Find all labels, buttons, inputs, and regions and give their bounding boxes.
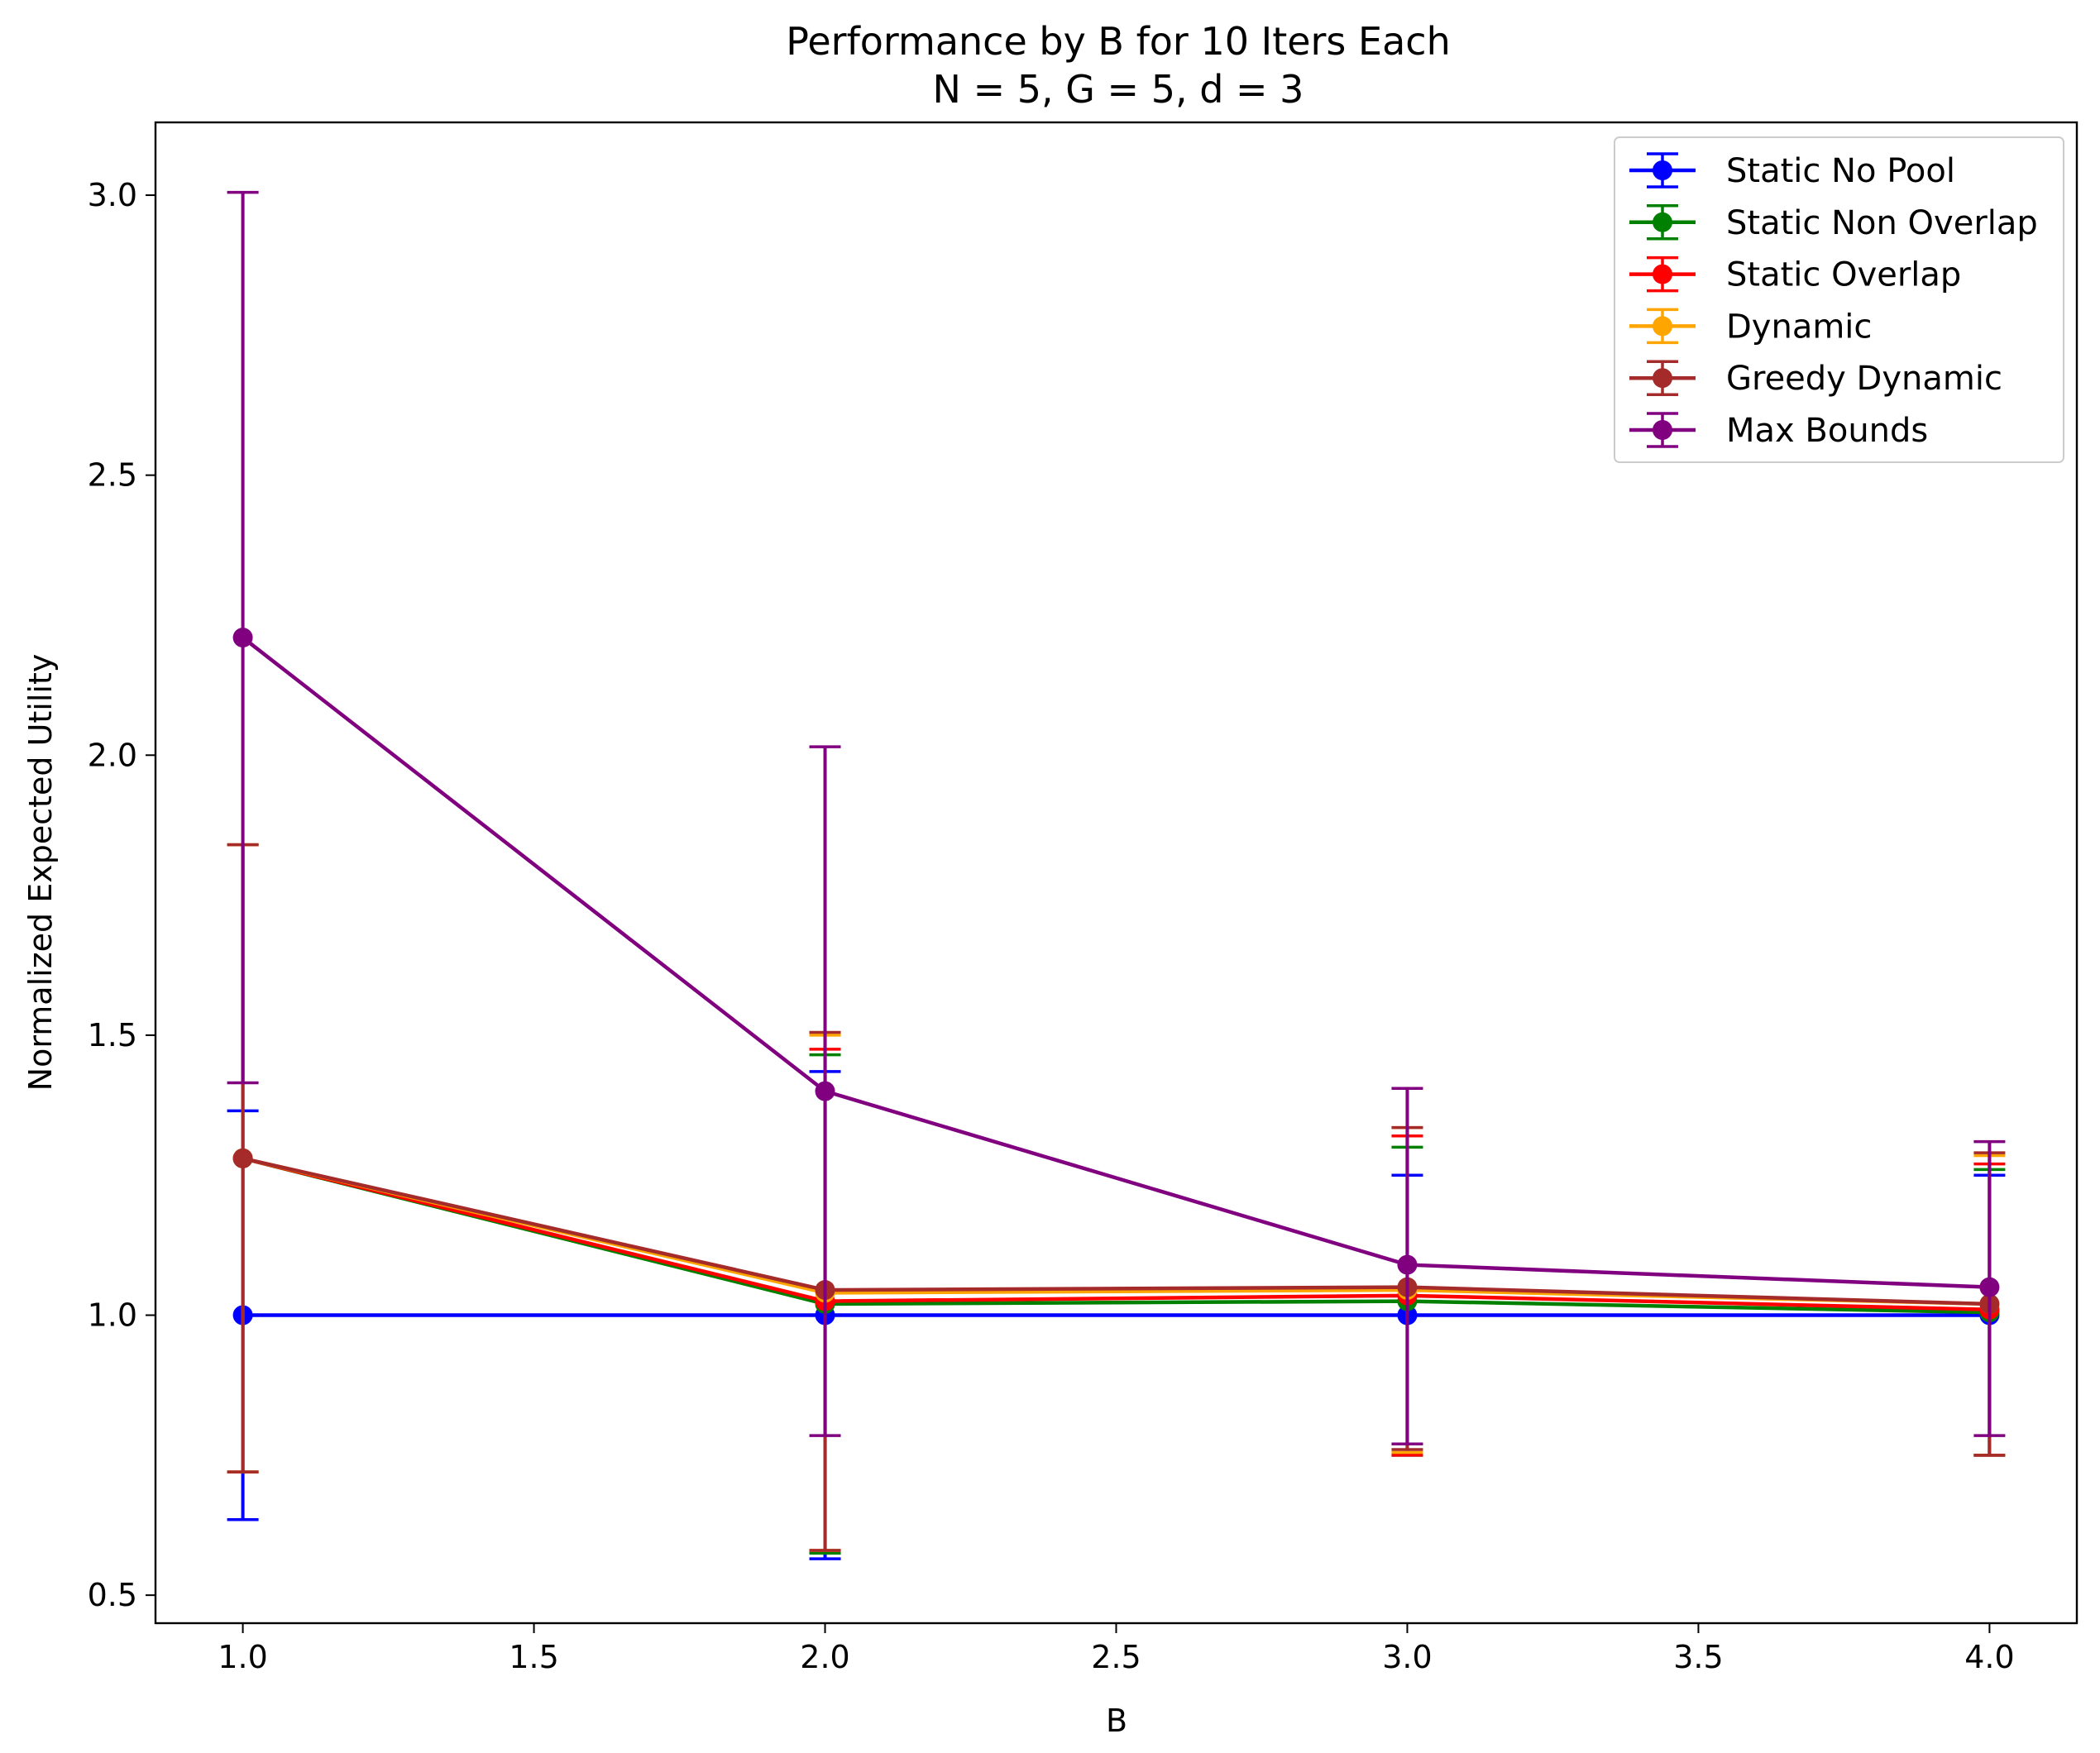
legend-swatch-marker	[1653, 368, 1672, 389]
x-tick-label: 2.5	[1091, 1639, 1141, 1675]
data-point	[1979, 1277, 2000, 1297]
legend-item: Static Overlap	[1629, 256, 1961, 294]
legend-item: Static Non Overlap	[1629, 204, 2038, 242]
y-tick-label: 1.0	[88, 1297, 137, 1334]
legend-label: Static Overlap	[1726, 256, 1961, 294]
legend-swatch-marker	[1653, 420, 1672, 440]
series-max-bounds	[227, 190, 2006, 1446]
y-tick-label: 1.5	[88, 1017, 137, 1053]
series-greedy-dynamic	[227, 843, 2006, 1552]
x-axis-label: B	[1106, 1703, 1127, 1739]
legend-label: Dynamic	[1726, 308, 1872, 346]
plot-frame	[154, 121, 2078, 1625]
x-tick-label: 1.5	[509, 1639, 558, 1675]
data-point	[232, 1148, 253, 1168]
data-point	[1397, 1254, 1418, 1275]
series-line	[242, 1156, 1990, 1311]
legend-label: Greedy Dynamic	[1726, 360, 2002, 398]
legend-swatch-marker	[1653, 316, 1672, 337]
x-tick-label: 4.0	[1964, 1639, 2014, 1675]
legend-label: Static Non Overlap	[1726, 204, 2038, 242]
data-point	[232, 628, 253, 648]
legend-frame	[1614, 136, 2064, 463]
legend-label: Static No Pool	[1726, 152, 1955, 190]
legend-item: Max Bounds	[1629, 412, 1928, 450]
data-point	[815, 1081, 835, 1101]
chart-title-text: Performance by B for 10 Iters Each	[786, 19, 1450, 64]
series-layer	[227, 190, 2006, 1560]
legend-item: Greedy Dynamic	[1629, 360, 2002, 398]
series-line	[242, 1156, 1990, 1306]
y-tick-label: 0.5	[88, 1577, 137, 1613]
x-tick-label: 2.0	[800, 1639, 849, 1675]
legend-item: Static No Pool	[1629, 152, 1955, 190]
series-line	[242, 1156, 1990, 1306]
y-tick-label: 2.5	[88, 457, 137, 494]
y-axis-label: Normalized Expected Utility	[22, 654, 59, 1091]
y-tick-label: 3.0	[88, 177, 137, 213]
legend-swatch-marker	[1653, 264, 1672, 284]
series-static-no-pool	[227, 1070, 2006, 1560]
legend-swatch-marker	[1653, 160, 1672, 180]
y-tick-label: 2.0	[88, 737, 137, 773]
legend-label: Max Bounds	[1726, 412, 1928, 450]
chart-subtitle-text: N = 5, G = 5, d = 3	[933, 67, 1304, 112]
legend-swatch-marker	[1653, 212, 1672, 232]
axes-layer: 1.0 1.5 2.0 2.5 3.0 3.5 4.0 0.5 1.0 1.5 2.0 2.5 3.0	[88, 177, 2015, 1675]
series-static-overlap	[227, 843, 2006, 1552]
legend: Static No Pool Static Non Overlap Static O…	[1614, 136, 2064, 463]
x-tick-label: 3.0	[1382, 1639, 1432, 1675]
series-static-non-overlap	[227, 843, 2006, 1555]
x-tick-label: 1.0	[218, 1639, 267, 1675]
chart-title: Performance by B for 10 Iters Each N = 5…	[786, 19, 1450, 112]
series-dynamic	[227, 843, 2006, 1552]
x-tick-label: 3.5	[1673, 1639, 1723, 1675]
legend-item: Dynamic	[1629, 308, 1872, 346]
series-line	[242, 636, 1990, 1289]
